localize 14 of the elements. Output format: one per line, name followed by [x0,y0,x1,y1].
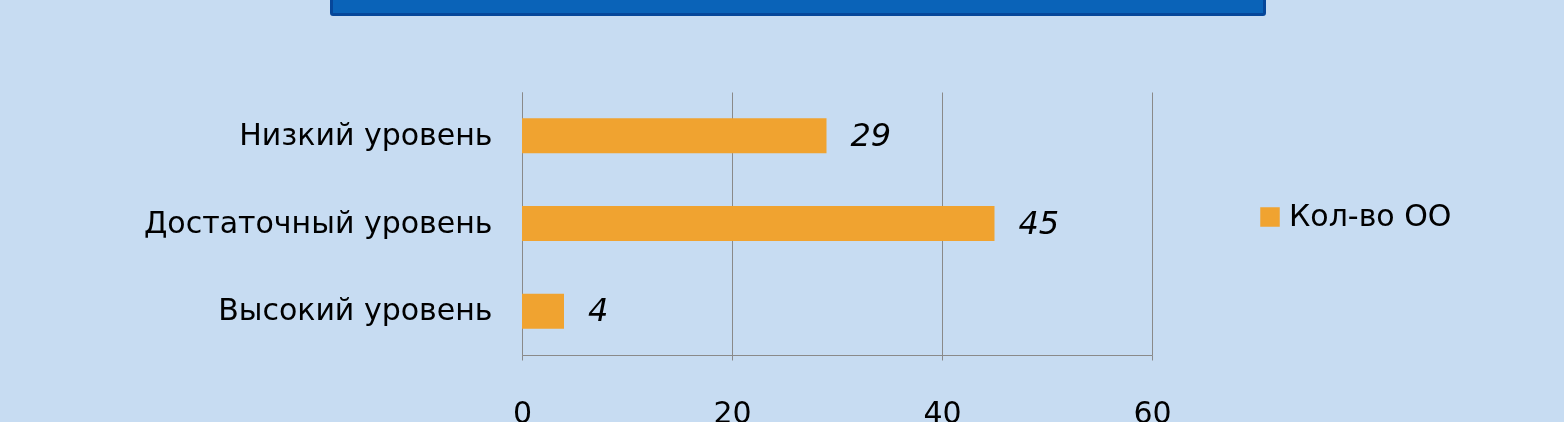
data-label: 4 [588,291,609,330]
data-label: 45 [1018,203,1060,242]
x-tick-label: 20 [713,394,752,422]
legend-label: Кол-во ОО [1289,198,1452,233]
data-label: 29 [850,115,892,154]
y-tick-label: Низкий уровень [239,116,493,152]
x-tick-label: 40 [923,394,962,422]
bar [522,293,564,329]
x-tick-label: 60 [1133,394,1172,422]
y-tick-label: Достаточный уровень [143,204,493,240]
bar [522,205,995,242]
y-tick-label: Высокий уровень [218,292,493,328]
x-tick-label: 0 [512,394,533,422]
bar [522,118,827,154]
